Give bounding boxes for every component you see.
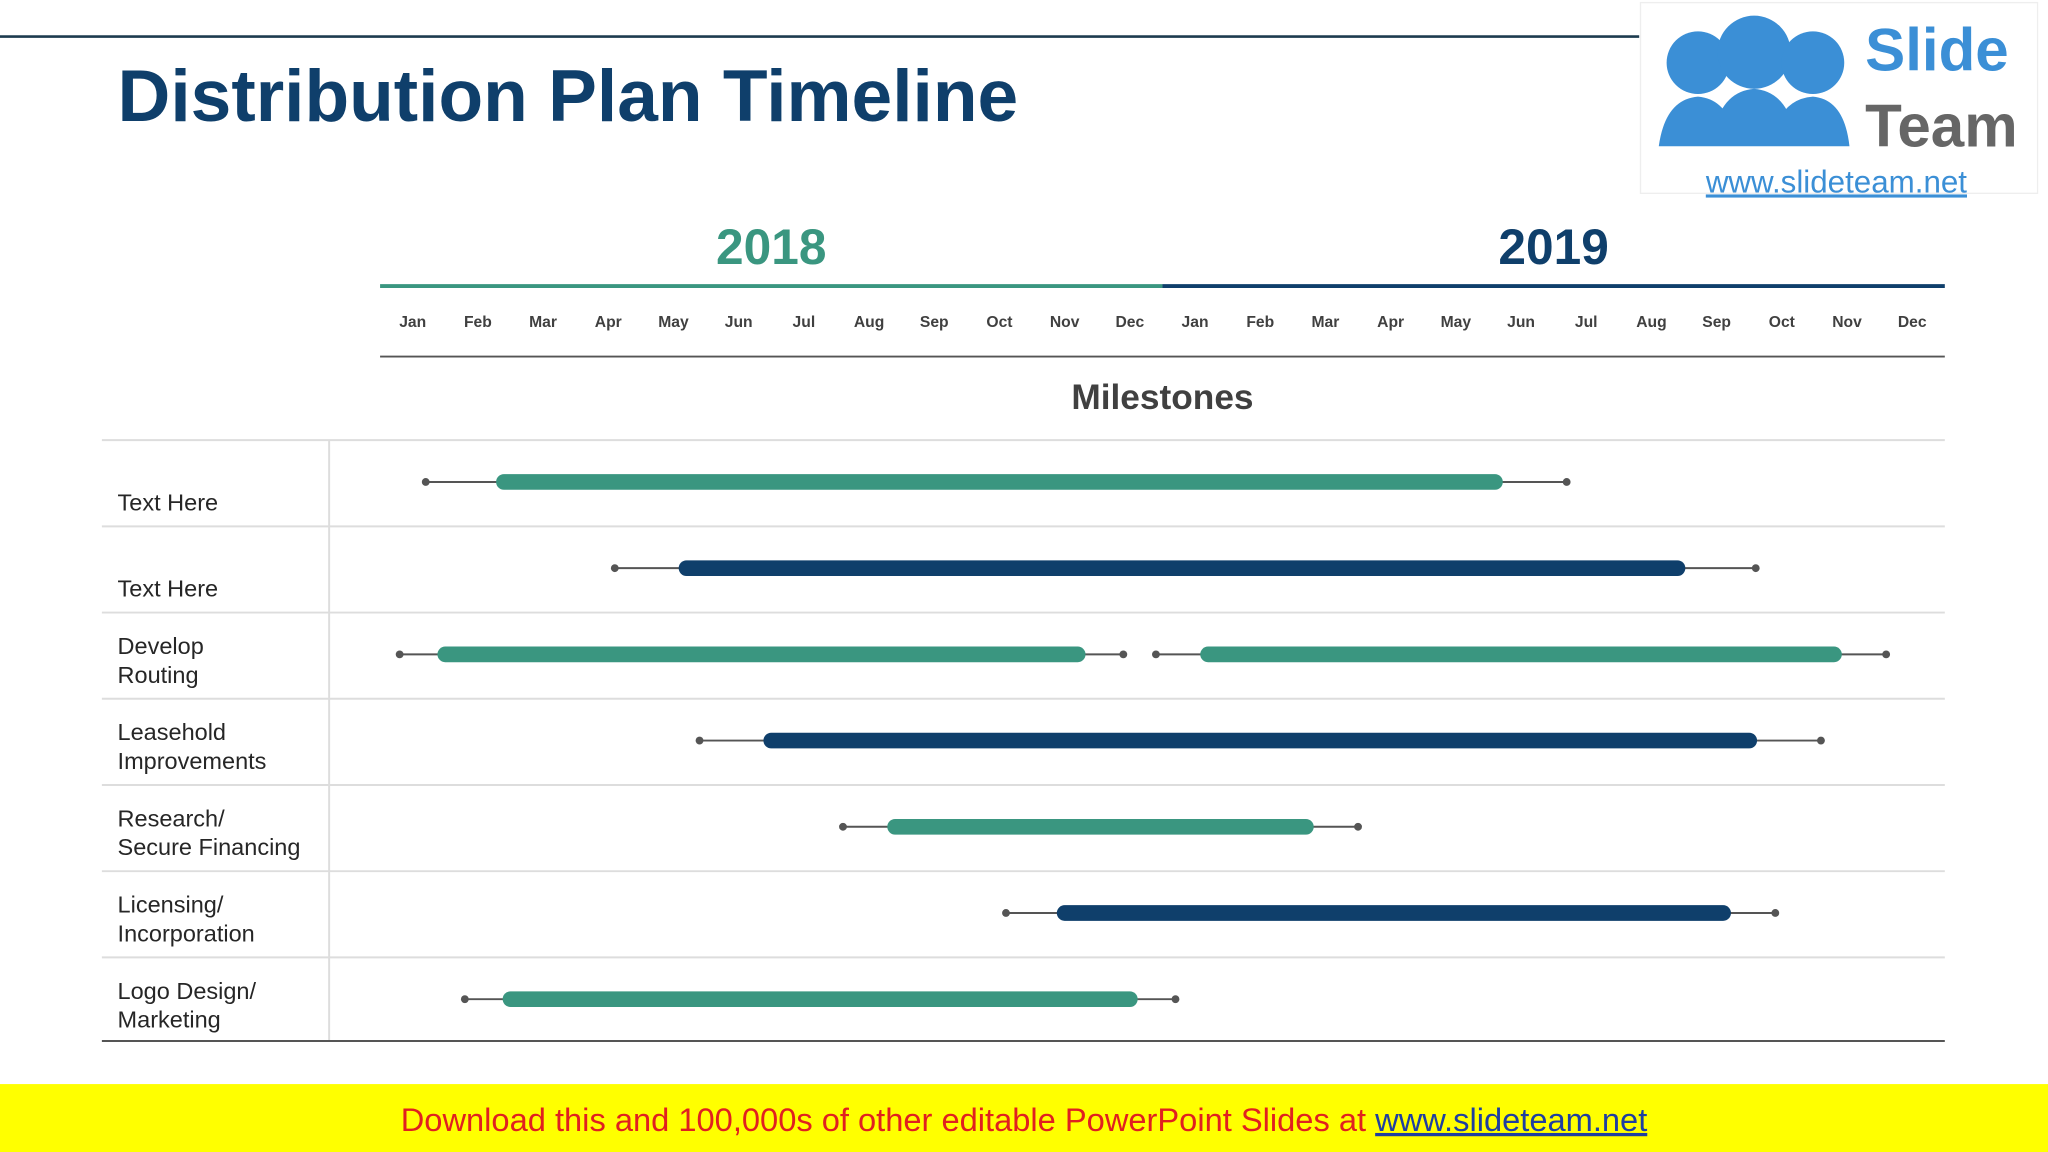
whisker-end — [1171, 995, 1180, 1004]
whisker-start — [460, 995, 469, 1004]
month-label: Nov — [1832, 314, 1862, 331]
task-label: Text Here — [118, 489, 219, 515]
month-label: May — [658, 314, 689, 331]
whisker-start — [395, 650, 404, 659]
month-label: Dec — [1898, 314, 1927, 331]
logo-slide: Slide — [1865, 17, 2009, 84]
month-label: Feb — [464, 314, 492, 331]
whisker-end — [1817, 736, 1825, 745]
whisker-end — [1354, 822, 1362, 831]
task-label: Secure Financing — [118, 834, 301, 860]
month-label: Oct — [1769, 314, 1796, 331]
task-label: Routing — [118, 662, 199, 688]
month-label: Dec — [1115, 314, 1144, 331]
logo: Slide Team www.slideteam.net — [1639, 1, 2039, 199]
whisker-end — [1771, 909, 1780, 917]
month-label: Aug — [1636, 314, 1666, 331]
whisker-start — [695, 736, 704, 745]
month-label: Nov — [1050, 314, 1080, 331]
month-label: Jul — [1575, 314, 1598, 331]
task-label: Improvements — [118, 748, 267, 774]
month-label: Jul — [793, 314, 816, 331]
whisker-end — [1751, 564, 1760, 573]
month-label: Sep — [1702, 314, 1731, 331]
month-label: Sep — [920, 314, 949, 331]
logo-person — [1781, 31, 1845, 95]
footer: Download this and 100,000s of other edit… — [401, 1101, 1648, 1138]
whisker-start — [839, 822, 847, 831]
task-label: Research/ — [118, 805, 226, 831]
month-label: Mar — [529, 314, 557, 331]
subtitle: Milestones — [1071, 378, 1253, 417]
month-label: Aug — [854, 314, 884, 331]
month-label: Jun — [725, 314, 753, 331]
whisker-start — [1002, 909, 1010, 917]
logo-bodies — [1658, 88, 1850, 147]
whisker-end — [1119, 650, 1128, 659]
year-label: 2018 — [716, 219, 826, 275]
chart-title: Distribution Plan Timeline — [118, 56, 1019, 137]
whisker-start — [1152, 650, 1160, 659]
whisker-start — [610, 564, 619, 573]
month-label: May — [1441, 314, 1472, 331]
logo-url: www.slideteam.net — [1705, 164, 1967, 199]
whisker-end — [1562, 478, 1571, 486]
month-label: Apr — [1377, 314, 1404, 331]
task-label: Text Here — [118, 576, 219, 602]
month-label: Feb — [1246, 314, 1274, 331]
task-label: Leasehold — [118, 719, 226, 745]
logo-team: Team — [1865, 92, 2017, 159]
logo-person — [1666, 31, 1730, 95]
year-label: 2019 — [1498, 219, 1608, 275]
month-label: Mar — [1312, 314, 1340, 331]
month-label: Jan — [1182, 314, 1209, 331]
whisker-start — [421, 478, 430, 486]
task-label: Incorporation — [118, 920, 255, 946]
task-label: Logo Design/ — [118, 978, 257, 1004]
footer-band — [0, 1084, 2048, 1152]
month-label: Jun — [1507, 314, 1535, 331]
footer-link[interactable]: www.slideteam.net — [1374, 1101, 1647, 1138]
logo-person — [1717, 15, 1791, 89]
task-label: Develop — [118, 633, 204, 659]
month-label: Apr — [595, 314, 622, 331]
month-label: Oct — [986, 314, 1013, 331]
month-label: Jan — [399, 314, 426, 331]
whisker-end — [1882, 650, 1891, 659]
task-label: Marketing — [118, 1007, 221, 1033]
task-label: Licensing/ — [118, 892, 224, 918]
footer-text: Download this and 100,000s of other edit… — [401, 1101, 1375, 1138]
